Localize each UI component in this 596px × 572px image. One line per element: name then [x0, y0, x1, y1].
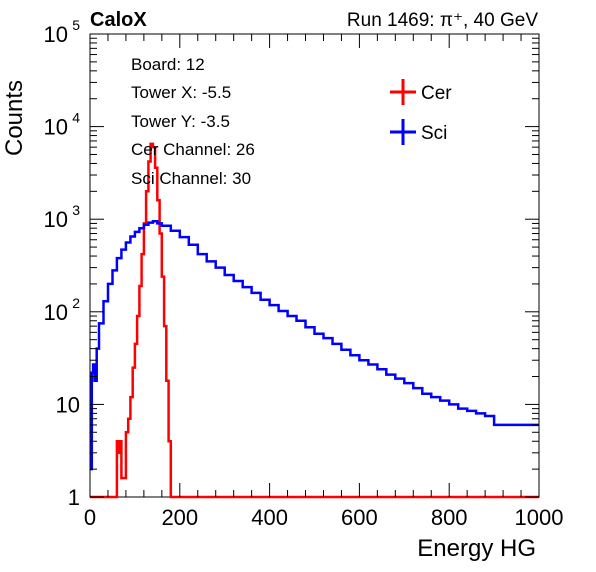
y-tick-label: 10	[56, 392, 80, 417]
y-tick-exponent: 5	[72, 17, 80, 33]
info-box: Board: 12 Tower X: -5.5 Tower Y: -3.5 Ce…	[131, 55, 255, 188]
y-tick-exponent: 3	[72, 202, 80, 218]
y-tick-exponent: 2	[72, 295, 80, 311]
x-axis-title: Energy HG	[417, 535, 536, 562]
y-tick-label: 1	[68, 485, 80, 510]
experiment-label: CaloX	[90, 9, 147, 31]
plot-frame	[89, 33, 540, 498]
legend: Cer Sci	[390, 79, 452, 145]
x-tick-label: 800	[431, 505, 468, 530]
run-info-label: Run 1469: π⁺, 40 GeV	[347, 10, 538, 31]
x-tick-label: 400	[251, 505, 288, 530]
y-tick-exponent: 4	[72, 110, 80, 126]
legend-marker-cer	[390, 79, 416, 105]
info-line-sci-channel: Sci Channel: 30	[131, 169, 251, 188]
legend-marker-sci	[390, 119, 416, 145]
series-cer-line	[90, 142, 539, 499]
y-tick-label: 10	[44, 115, 68, 140]
y-tick-label: 10	[44, 300, 68, 325]
x-tick-label: 0	[84, 505, 96, 530]
info-line-board: Board: 12	[131, 55, 205, 74]
y-tick-label: 10	[44, 22, 68, 47]
x-tick-label: 1000	[515, 505, 564, 530]
info-line-cer-channel: Cer Channel: 26	[131, 140, 255, 159]
x-tick-label: 600	[341, 505, 378, 530]
x-tick-label: 200	[161, 505, 198, 530]
info-line-tower-x: Tower X: -5.5	[131, 83, 231, 102]
legend-label-cer: Cer	[421, 83, 452, 104]
y-axis-title: Counts	[1, 80, 28, 156]
legend-label-sci: Sci	[421, 123, 447, 144]
series-sci-line	[90, 220, 539, 471]
info-line-tower-y: Tower Y: -3.5	[131, 112, 230, 131]
y-tick-label: 10	[44, 207, 68, 232]
